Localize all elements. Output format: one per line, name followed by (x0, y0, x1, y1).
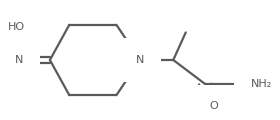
Text: N: N (136, 55, 144, 65)
Text: HO: HO (8, 22, 25, 32)
Text: O: O (209, 101, 218, 111)
Text: N: N (15, 55, 24, 65)
Text: NH₂: NH₂ (251, 79, 272, 89)
